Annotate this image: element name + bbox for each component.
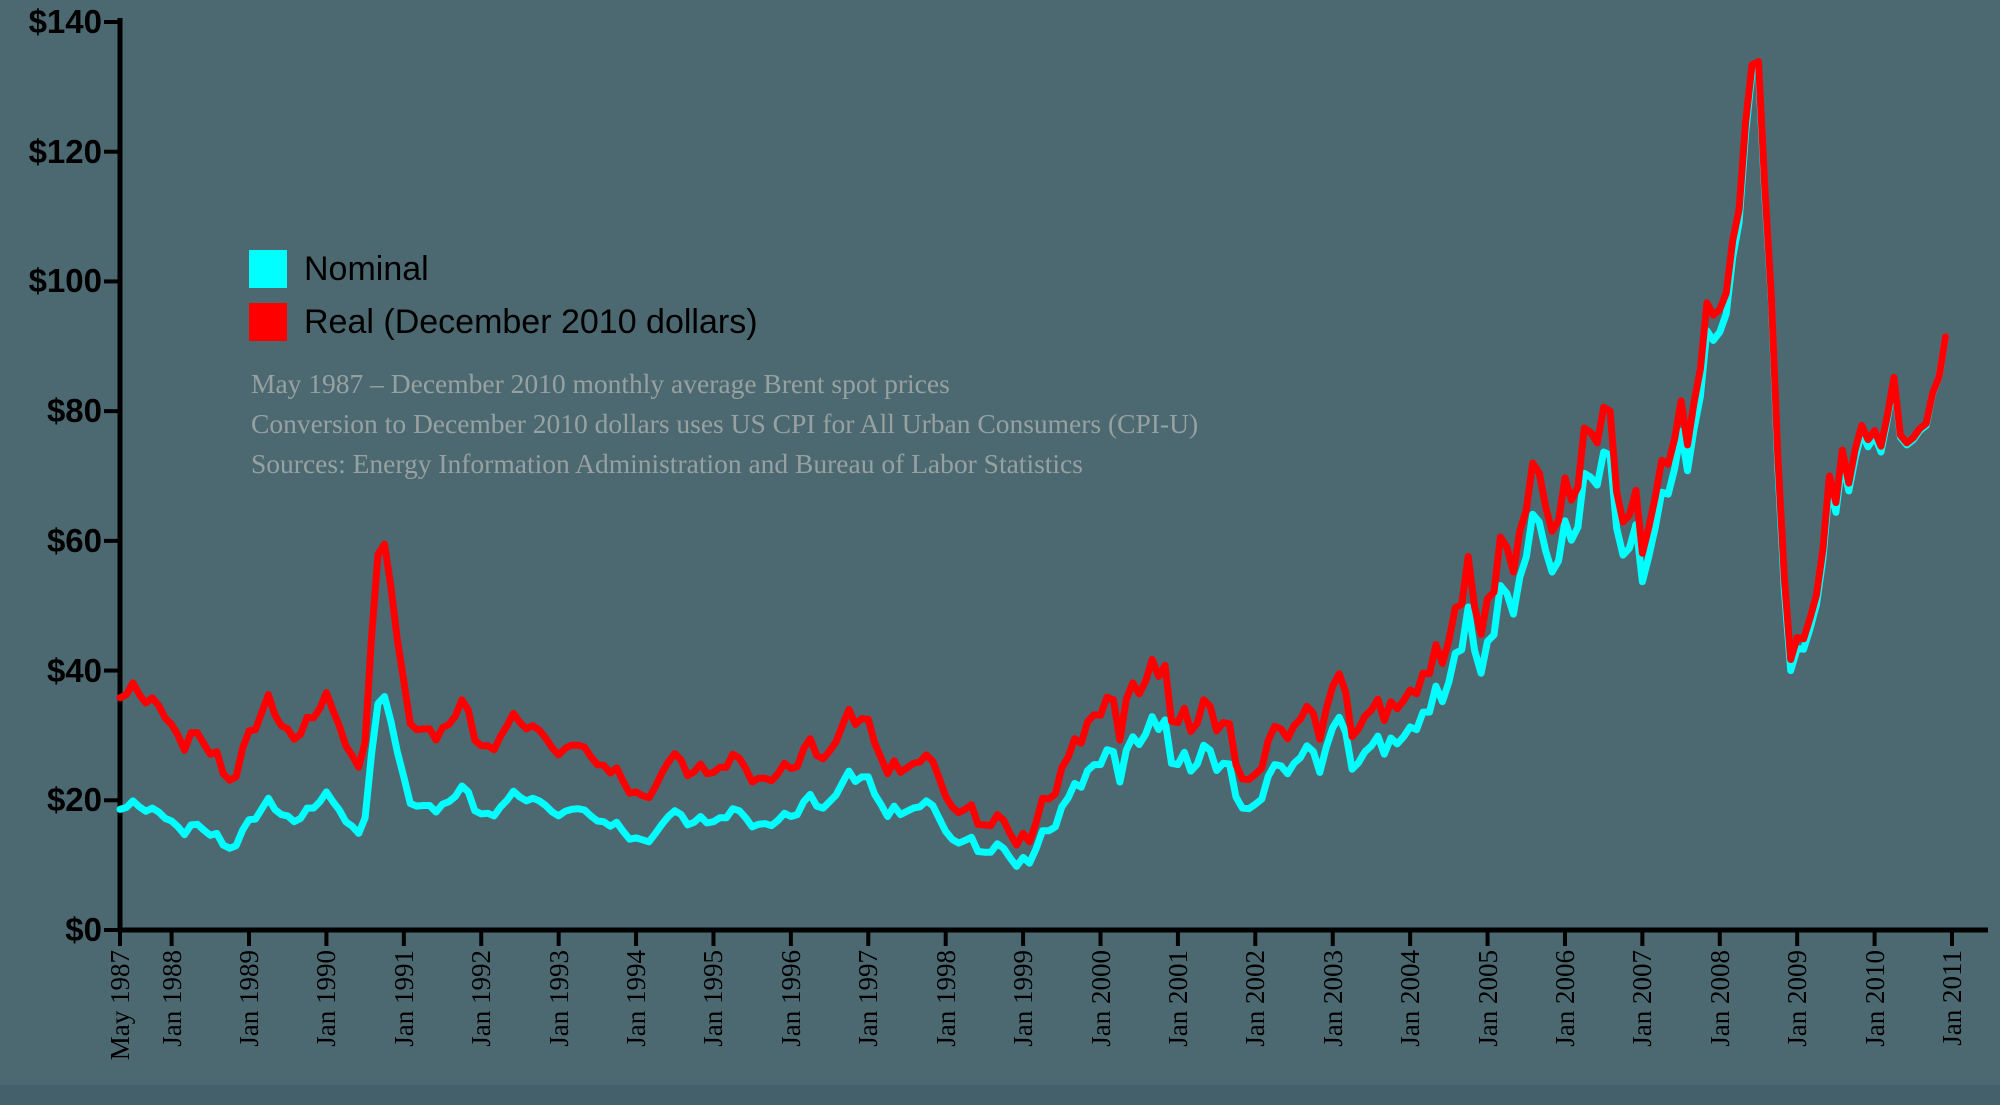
x-tick-label: Jan 2000: [1085, 950, 1116, 1047]
x-tick-label: Jan 1994: [621, 950, 652, 1047]
legend-label-nominal: Nominal: [304, 249, 429, 288]
x-tick-label: Jan 1996: [775, 950, 806, 1047]
legend-label-real: Real (December 2010 dollars): [304, 302, 758, 341]
y-tick-label: $80: [46, 392, 102, 430]
y-tick-label: $140: [28, 3, 102, 40]
x-tick-label: Jan 2009: [1782, 950, 1813, 1047]
x-tick-label: Jan 1997: [853, 950, 884, 1047]
note-sources: Sources: Energy Information Administrati…: [251, 448, 1083, 479]
series-line-real: [116, 58, 1949, 849]
y-tick-label: $120: [28, 132, 102, 170]
x-tick-label: Jan 2002: [1240, 950, 1271, 1047]
x-tick-label: Jan 1993: [543, 950, 574, 1047]
real-swatch-icon: [249, 303, 287, 341]
y-tick-label: $40: [46, 651, 102, 689]
legend-item-nominal: Nominal: [249, 249, 758, 289]
x-tick-label: Jan 2007: [1627, 950, 1658, 1047]
y-tick-label: $100: [28, 262, 102, 300]
note-cpi-conversion: Conversion to December 2010 dollars uses…: [251, 408, 1199, 439]
nominal-swatch-icon: [249, 250, 287, 288]
x-tick-label: Jan 2004: [1395, 950, 1426, 1047]
y-tick-label: $60: [46, 521, 102, 559]
x-tick-label: Jan 2003: [1317, 950, 1348, 1047]
x-tick-label: Jan 2006: [1549, 950, 1580, 1047]
chart-notes: May 1987 – December 2010 monthly average…: [251, 364, 1198, 484]
legend: Nominal Real (December 2010 dollars): [249, 249, 758, 355]
x-tick-label: Jan 1990: [311, 950, 342, 1047]
bottom-strip: [0, 1085, 2000, 1105]
x-tick-label: Jan 1999: [1008, 950, 1039, 1047]
x-tick-label: Jan 2010: [1859, 950, 1890, 1047]
x-tick-label: Jan 1988: [156, 950, 187, 1047]
note-date-range: May 1987 – December 2010 monthly average…: [251, 368, 950, 399]
x-tick-label: Jan 2005: [1472, 950, 1503, 1047]
x-tick-label: May 1987: [105, 950, 135, 1061]
x-tick-label: Jan 2011: [1936, 950, 1967, 1046]
x-tick-label: Jan 1991: [388, 950, 419, 1047]
x-tick-label: Jan 1989: [234, 950, 264, 1047]
x-tick-label: Jan 1992: [466, 950, 497, 1047]
x-tick-label: Jan 2001: [1162, 950, 1193, 1047]
x-tick-label: Jan 2008: [1704, 950, 1735, 1047]
x-tick-label: Jan 1998: [930, 950, 961, 1047]
y-tick-label: $20: [46, 781, 102, 819]
series-line-nominal: [116, 65, 1949, 870]
y-tick-label: $0: [65, 911, 102, 948]
legend-item-real: Real (December 2010 dollars): [249, 302, 758, 342]
x-tick-label: Jan 1995: [698, 950, 729, 1047]
